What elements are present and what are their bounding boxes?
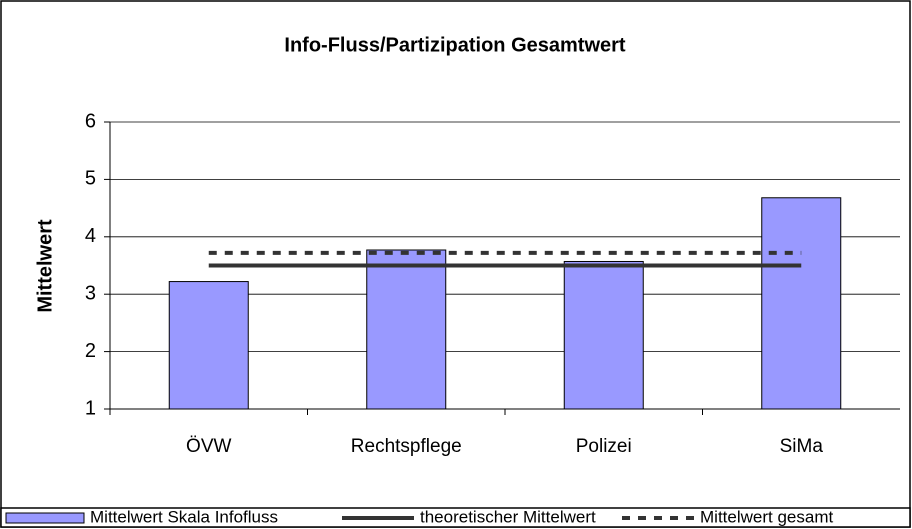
bar <box>366 249 447 410</box>
bar <box>563 260 644 410</box>
legend-label: Mittelwert gesamt <box>700 507 833 526</box>
x-tick-label: Rechtspflege <box>351 436 462 457</box>
legend-box <box>0 507 911 528</box>
x-tick-label: Polizei <box>576 436 632 457</box>
legend-label: theoretischer Mittelwert <box>420 507 596 526</box>
bar <box>168 281 249 410</box>
legend-label: Mittelwert Skala Infofluss <box>90 507 278 526</box>
y-tick-label: 2 <box>85 340 96 362</box>
y-axis-label: Mittelwert <box>34 219 56 313</box>
y-tick-label: 3 <box>85 282 96 304</box>
bar <box>761 197 842 410</box>
y-tick-label: 4 <box>85 225 96 247</box>
chart-title: Info-Fluss/Partizipation Gesamtwert <box>284 34 626 56</box>
y-tick-label: 6 <box>85 110 96 132</box>
x-tick-label: ÖVW <box>186 436 231 457</box>
y-tick-label: 1 <box>85 397 96 419</box>
legend-swatch <box>5 512 85 524</box>
y-tick-label: 5 <box>85 168 96 190</box>
x-tick-label: SiMa <box>780 436 824 457</box>
